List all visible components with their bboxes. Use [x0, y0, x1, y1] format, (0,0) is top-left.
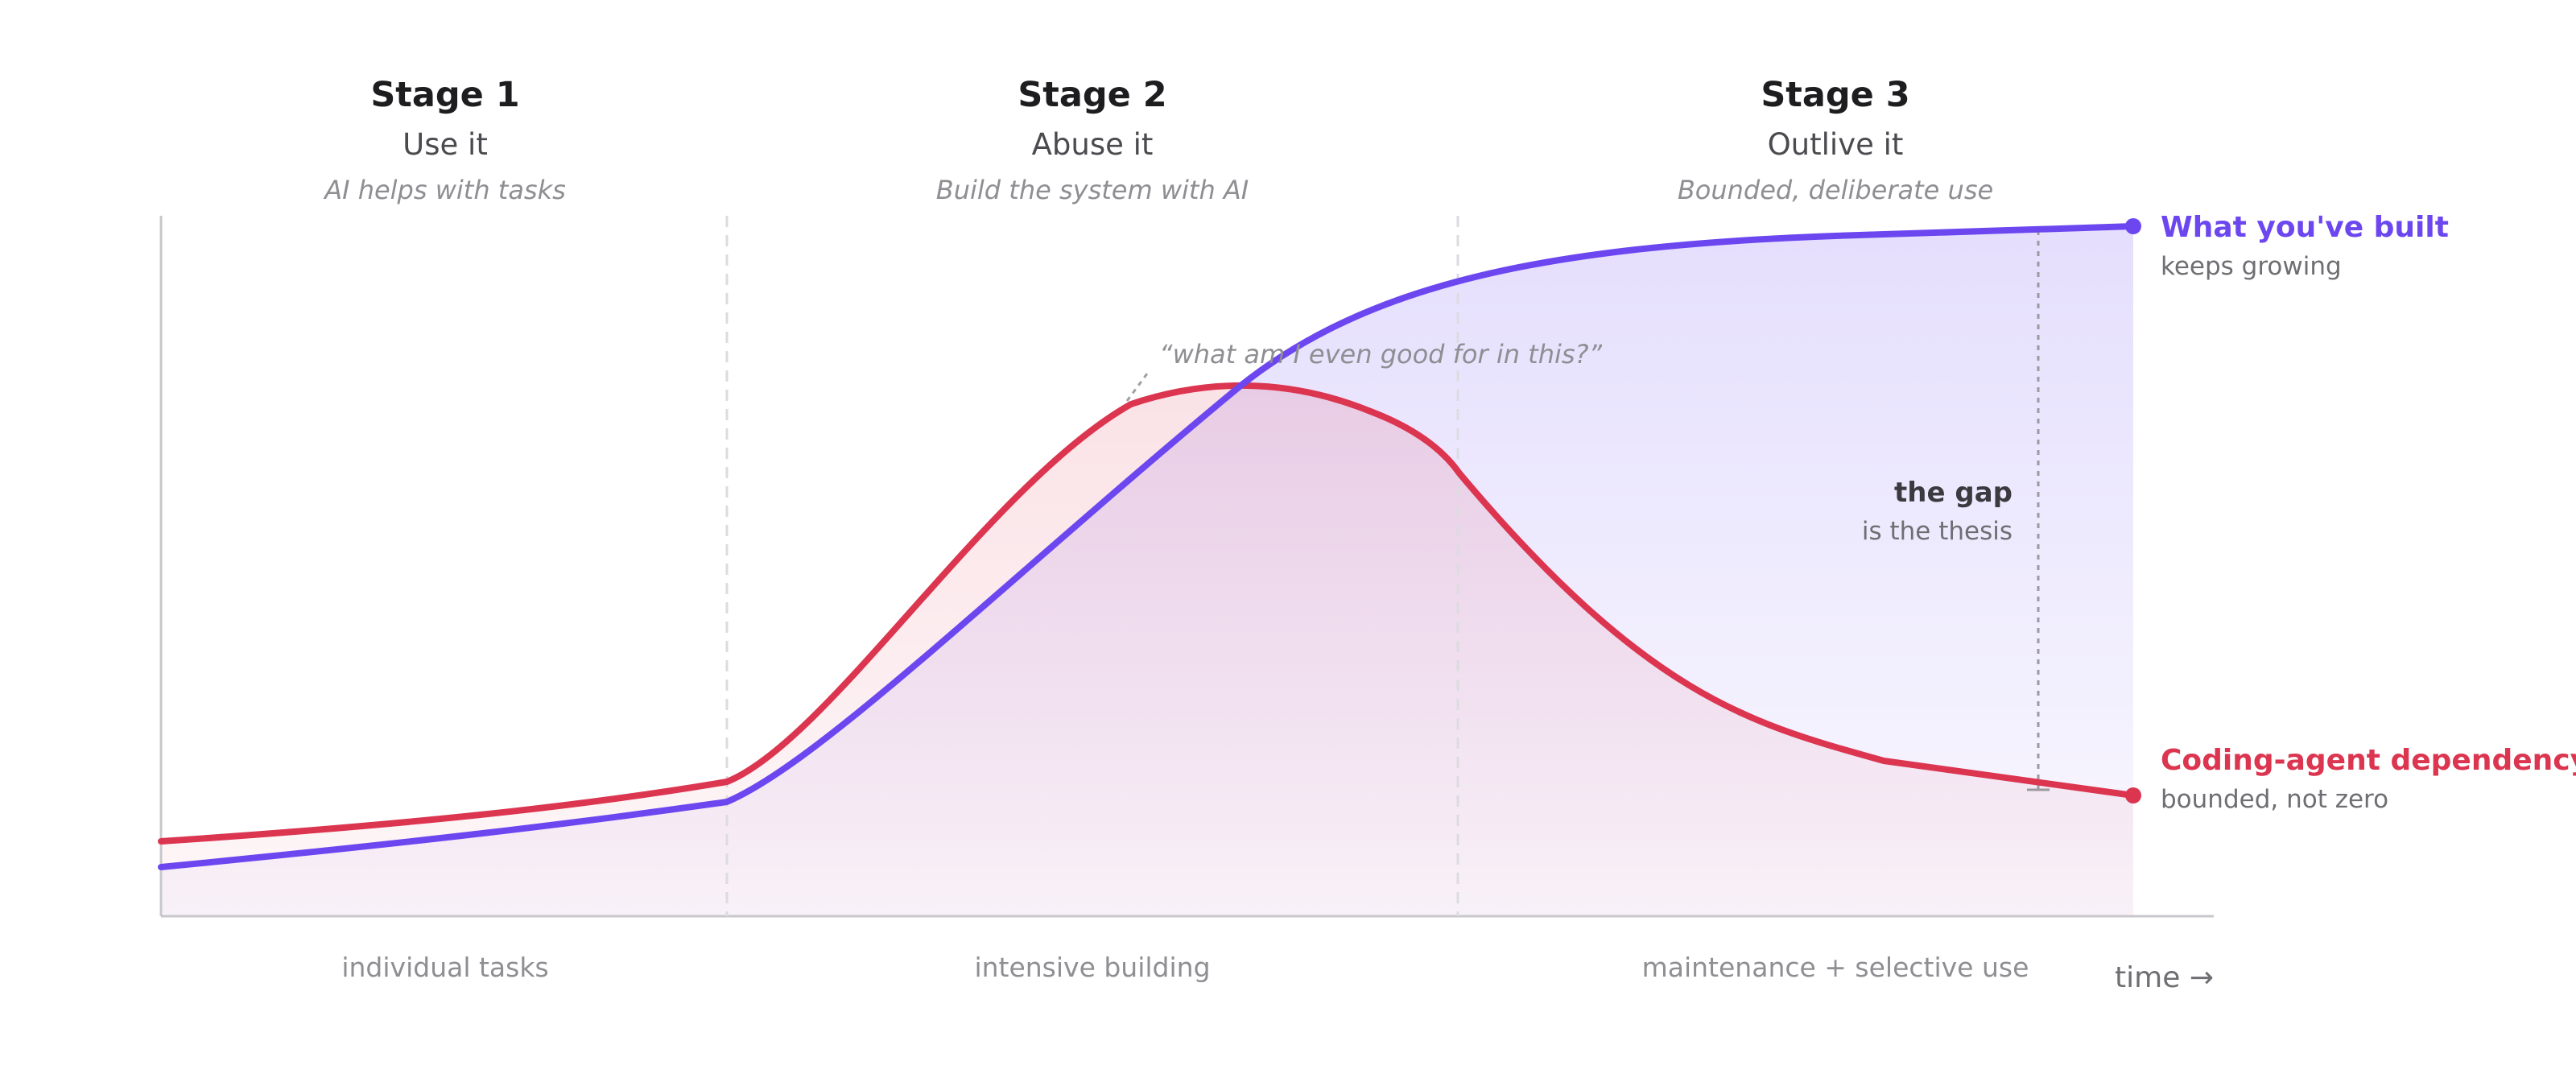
stage-1-title: Stage 1	[370, 75, 519, 115]
built-series-title: What you've built	[2161, 211, 2449, 244]
stage-1-name: Use it	[402, 127, 488, 162]
time-axis-label: time →	[2115, 961, 2214, 994]
phase-label-2: intensive building	[974, 952, 1210, 983]
gap-subtitle: is the thesis	[1862, 517, 2013, 546]
dependency-end-dot	[2125, 787, 2141, 803]
dependency-area-fill	[161, 385, 2133, 916]
gap-title: the gap	[1894, 477, 2013, 509]
stage-3-title: Stage 3	[1761, 75, 1909, 115]
built-curve	[158, 223, 2136, 870]
built-end-dot	[2125, 218, 2141, 234]
stage-2-caption: Build the system with AI	[936, 175, 1249, 205]
dependency-curve	[158, 382, 2136, 845]
phase-label-3: maintenance + selective use	[1642, 952, 2029, 983]
dependency-series-subtitle: bounded, not zero	[2161, 785, 2388, 814]
stage-3-caption: Bounded, deliberate use	[1678, 175, 1993, 205]
stage-1-caption: AI helps with tasks	[323, 175, 566, 205]
built-series-subtitle: keeps growing	[2161, 252, 2342, 281]
stage-2-title: Stage 2	[1018, 75, 1166, 115]
stage-3-name: Outlive it	[1768, 127, 1904, 162]
dependency-series-title: Coding-agent dependency	[2161, 744, 2576, 777]
quote-annotation: “what am I even good for in this?”	[1159, 339, 1603, 370]
phase-label-1: individual tasks	[341, 952, 548, 983]
stage-2-name: Abuse it	[1032, 127, 1154, 162]
quote-leader	[1125, 370, 1151, 402]
